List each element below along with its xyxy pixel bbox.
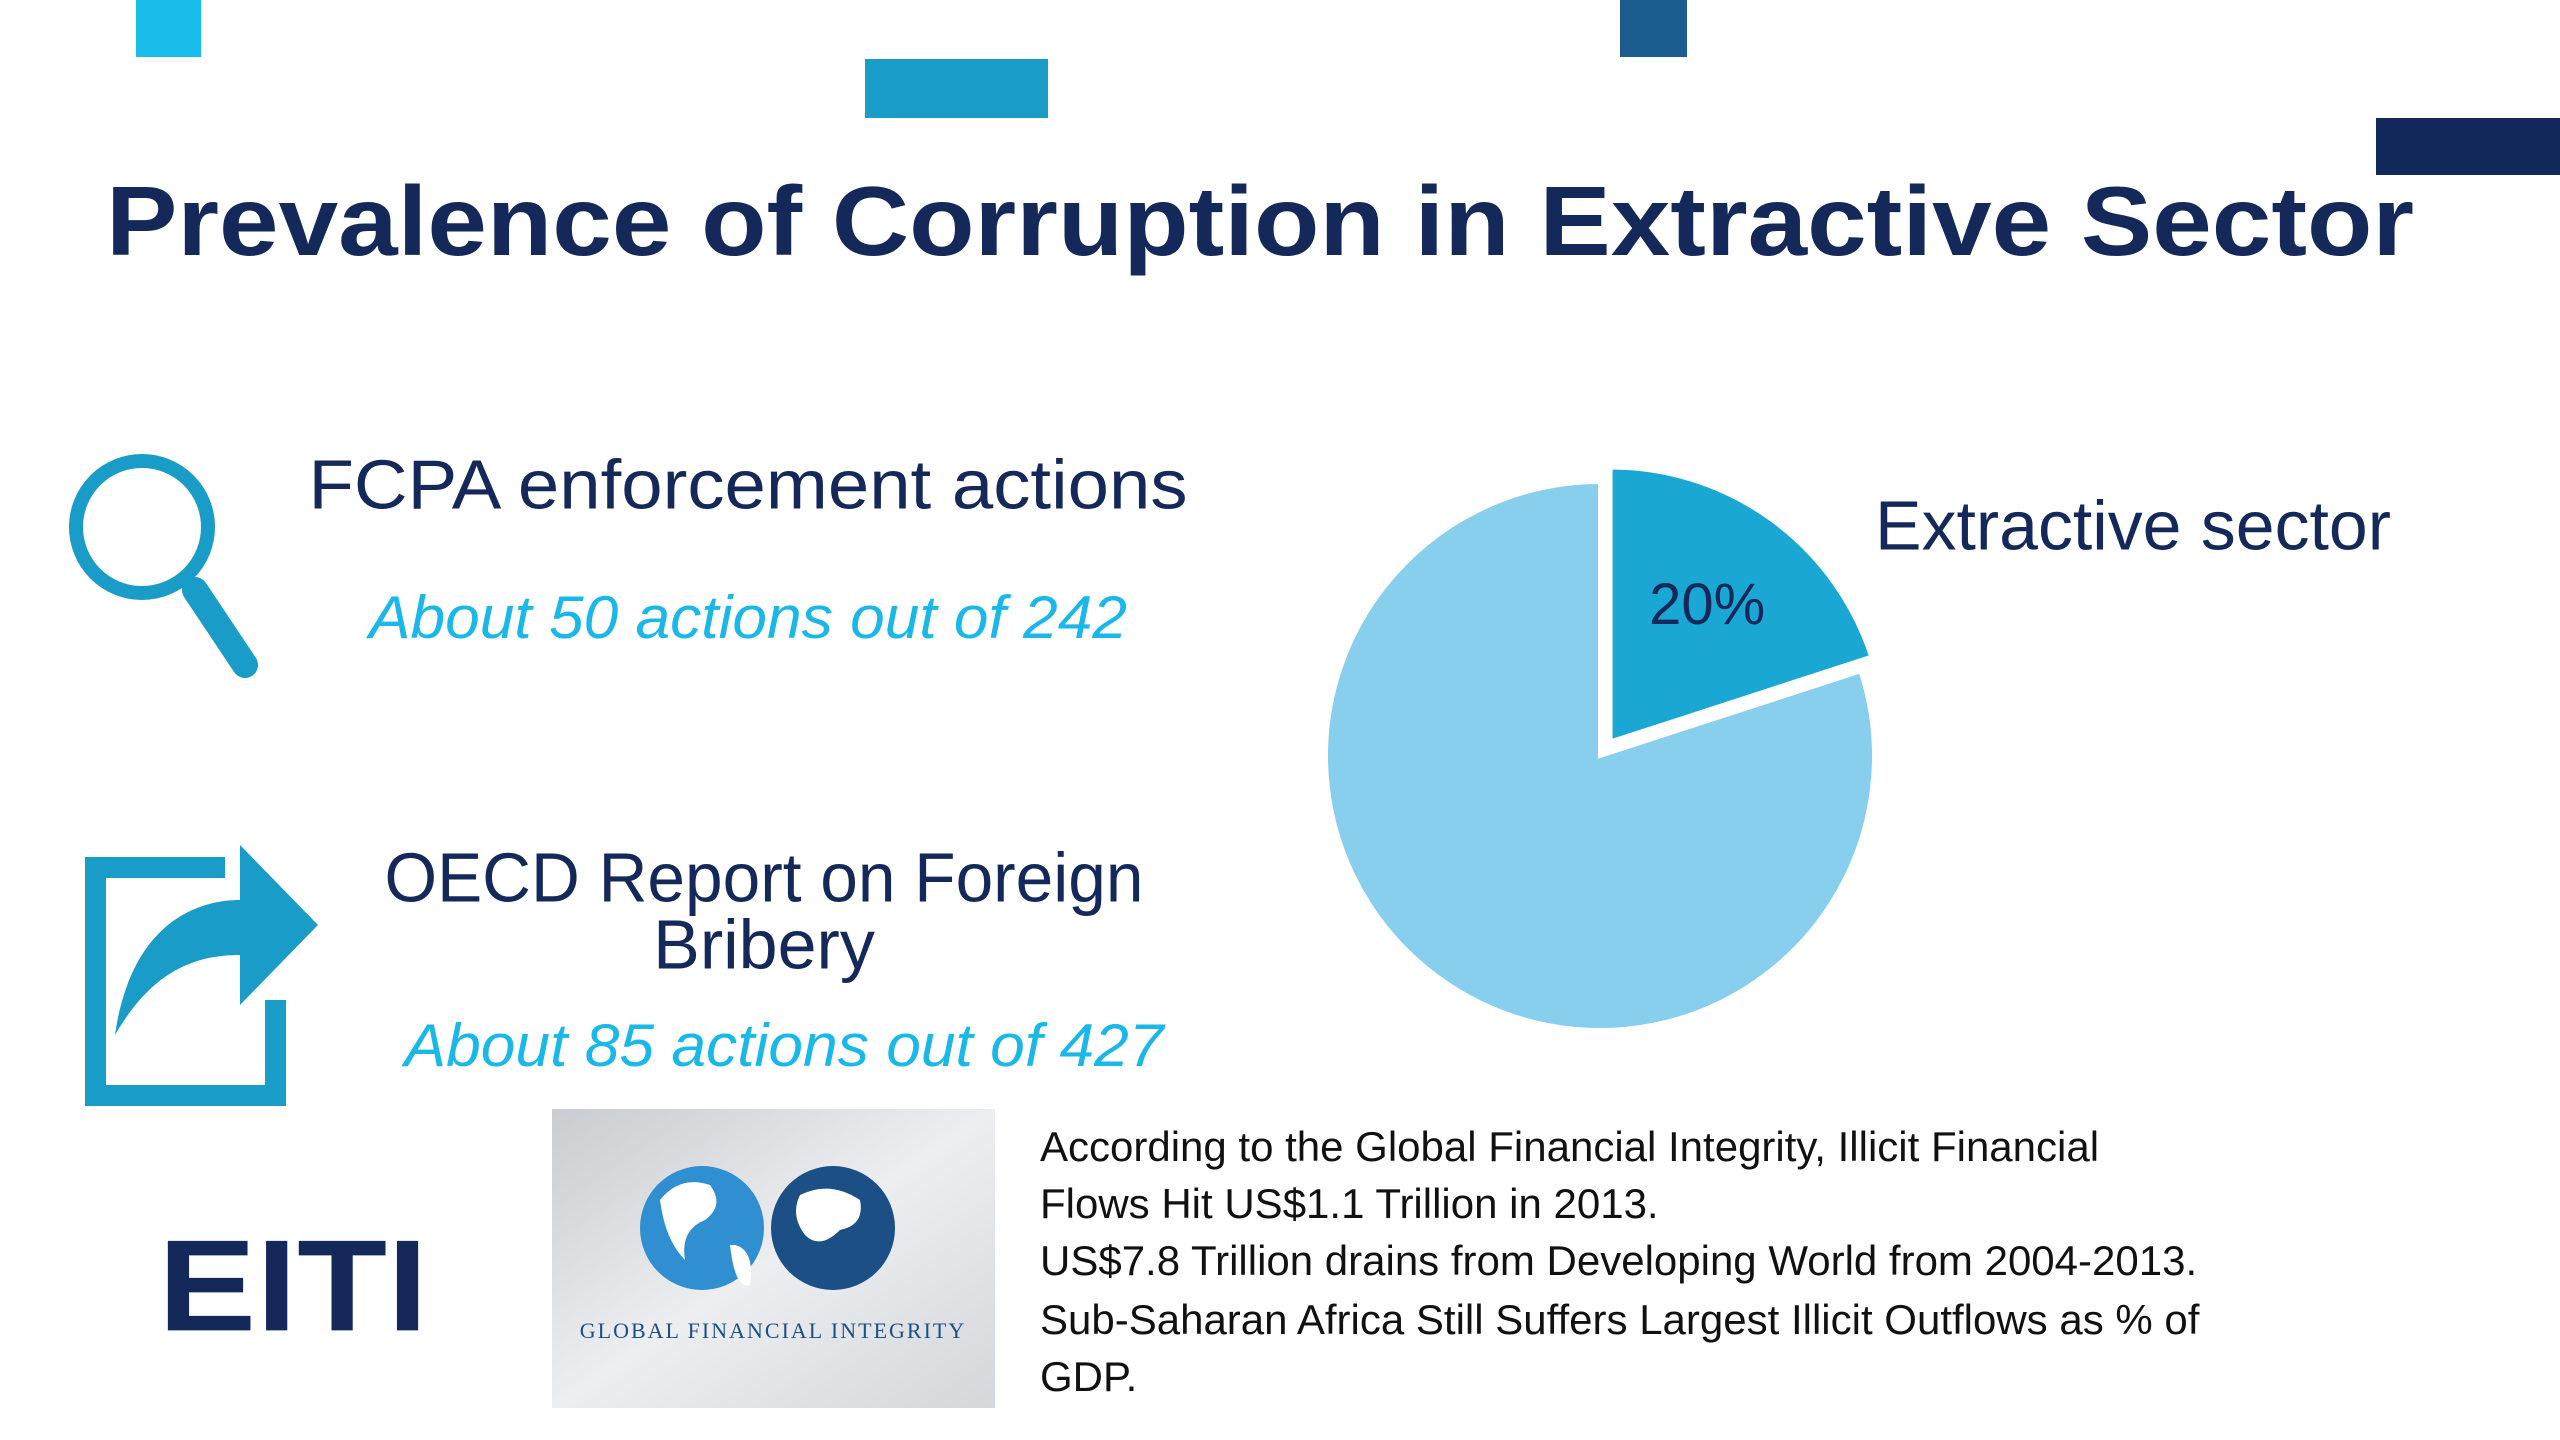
note-line: US$7.8 Trillion drains from Developing W… [1040,1237,2197,1284]
pie-slice [1608,465,1874,745]
item-heading: OECD Report on Foreign [385,838,1144,916]
note-line: Sub-Saharan Africa Still Suffers Largest… [1040,1296,2200,1343]
share-icon [85,845,318,1106]
slice-category: Extractive sector [1875,486,2391,564]
item-heading: Bribery [653,905,875,983]
note-line: GDP. [1040,1353,1137,1400]
slide-title: Prevalence of Corruption in Extractive S… [106,166,2414,276]
deco-block [1620,0,1687,57]
gfi-logo-text: Global Financial Integrity [580,1318,966,1343]
note-line: Flows Hit US$1.1 Trillion in 2013. [1040,1180,1659,1227]
magnifier-icon [69,454,258,678]
note: According to the Global Financial Integr… [1040,1123,2200,1400]
eiti-logo: EITI [158,1212,428,1358]
deco-block [2376,118,2560,175]
deco-block [865,59,1048,118]
item-detail: About 50 actions out of 242 [366,584,1127,651]
pie-chart: 20% Extractive sector [1324,465,2391,1032]
item-heading: FCPA enforcement actions [309,445,1188,523]
deco-block [136,0,201,57]
pie-slice [1324,479,1876,1032]
slice-label: 20% [1649,572,1765,637]
gfi-logo: Global Financial Integrity [552,1109,995,1408]
note-line: According to the Global Financial Integr… [1040,1123,2099,1170]
item-detail: About 85 actions out of 427 [401,1012,1166,1079]
